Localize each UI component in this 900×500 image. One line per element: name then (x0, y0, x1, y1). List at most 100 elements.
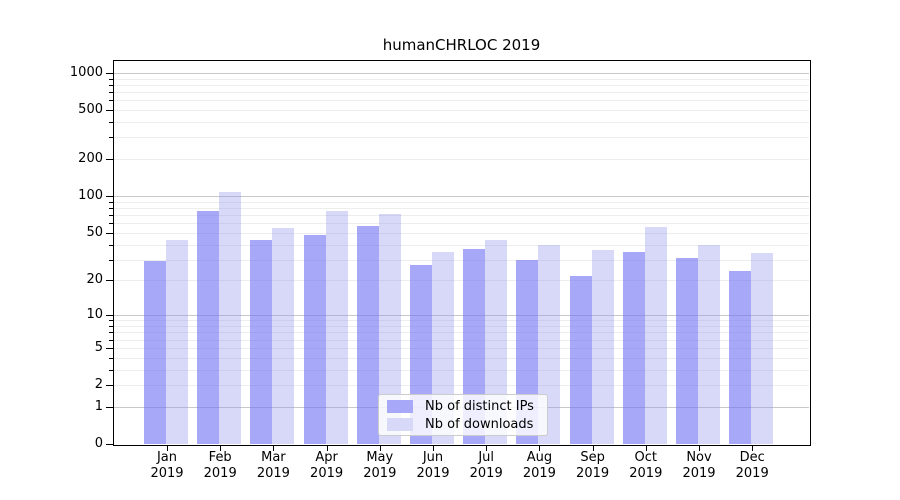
y-minortick-60 (109, 223, 113, 225)
gridline-minor-2 (114, 385, 809, 386)
bar-distinct-ips-may (356, 225, 379, 444)
gridline-major-1000 (114, 72, 809, 74)
y-minortick-900 (109, 78, 113, 80)
y-minortick-20 (109, 280, 113, 282)
legend-swatch-downloads (387, 417, 413, 431)
gridline-minor-700 (114, 92, 809, 93)
x-tick-label-apr: Apr 2019 (310, 450, 344, 481)
gridline-minor-20 (114, 280, 809, 282)
y-minortick-5 (109, 347, 113, 349)
y-tick-label-2: 2 (94, 377, 103, 392)
bar-downloads-nov (698, 244, 720, 444)
y-minortick-40 (109, 244, 113, 246)
gridline-minor-30 (114, 259, 809, 261)
y-minortick-80 (109, 207, 113, 209)
y-tick-1000 (106, 72, 113, 74)
legend-item-distinct-ips: Nb of distinct IPs (379, 397, 547, 415)
gridline-minor-60 (114, 223, 809, 225)
y-minortick-300 (109, 137, 113, 139)
gridline-minor-90 (114, 201, 809, 203)
y-minortick-2 (109, 385, 113, 386)
y-minortick-700 (109, 92, 113, 93)
gridline-minor-7 (114, 332, 809, 334)
bar-distinct-ips-nov (676, 257, 698, 444)
bar-downloads-dec (751, 253, 774, 444)
y-minortick-400 (109, 122, 113, 123)
x-tick-jul (486, 445, 488, 451)
gridline-minor-50 (114, 232, 809, 234)
legend-swatch-distinct-ips (387, 399, 413, 413)
gridline-minor-900 (114, 78, 809, 80)
y-tick-label-100: 100 (78, 188, 103, 204)
gridline-minor-8 (114, 326, 809, 327)
y-minortick-200 (109, 159, 113, 161)
gridline-minor-4 (114, 357, 809, 359)
y-minortick-4 (109, 357, 113, 359)
gridline-minor-400 (114, 122, 809, 123)
bar-downloads-may (378, 214, 401, 444)
gridline-minor-40 (114, 244, 809, 246)
y-minortick-6 (109, 339, 113, 341)
gridline-minor-600 (114, 100, 809, 102)
bar-distinct-ips-apr (303, 234, 326, 444)
gridline-minor-80 (114, 207, 809, 209)
bar-distinct-ips-sep (569, 275, 592, 444)
y-minortick-7 (109, 332, 113, 334)
x-tick-feb (220, 445, 222, 451)
gridline-major-100 (114, 196, 809, 198)
x-tick-jan (167, 445, 168, 451)
bar-distinct-ips-jan (144, 261, 166, 444)
legend: Nb of distinct IPs Nb of downloads (378, 394, 548, 436)
legend-label-downloads: Nb of downloads (425, 416, 534, 432)
legend-label-distinct-ips: Nb of distinct IPs (425, 398, 534, 414)
bar-downloads-jan (166, 239, 188, 444)
y-tick-label-20: 20 (86, 272, 103, 288)
x-tick-label-nov: Nov 2019 (682, 450, 716, 481)
x-tick-jun (433, 445, 434, 451)
x-tick-apr (326, 445, 328, 451)
bar-distinct-ips-dec (729, 271, 752, 444)
x-tick-label-aug: Aug 2019 (522, 450, 556, 481)
y-minortick-50 (109, 232, 113, 234)
x-tick-label-sep: Sep 2019 (576, 450, 610, 481)
y-tick-10 (106, 315, 113, 317)
bar-distinct-ips-mar (250, 239, 273, 444)
x-tick-sep (592, 445, 594, 451)
bar-downloads-jul (485, 239, 508, 444)
y-tick-label-5: 5 (94, 339, 103, 355)
x-tick-label-jul: Jul 2019 (469, 450, 503, 481)
x-tick-label-dec: Dec 2019 (735, 450, 769, 481)
y-minortick-90 (109, 201, 113, 203)
y-tick-label-1: 1 (94, 398, 103, 414)
y-minortick-70 (109, 215, 113, 216)
y-minortick-800 (109, 84, 113, 86)
y-tick-label-200: 200 (78, 151, 103, 167)
legend-item-downloads: Nb of downloads (379, 415, 547, 433)
gridline-minor-3 (114, 369, 809, 371)
gridline-minor-800 (114, 84, 809, 86)
gridline-minor-200 (114, 159, 809, 161)
y-tick-label-1000: 1000 (69, 64, 103, 80)
x-tick-aug (539, 445, 541, 451)
y-minortick-8 (109, 326, 113, 327)
y-tick-label-500: 500 (78, 102, 103, 117)
x-tick-label-feb: Feb 2019 (203, 450, 237, 481)
y-tick-label-10: 10 (86, 307, 103, 323)
gridline-minor-6 (114, 339, 809, 341)
bar-distinct-ips-feb (197, 210, 220, 444)
gridline-minor-9 (114, 320, 809, 322)
y-minortick-500 (109, 110, 113, 111)
x-tick-oct (645, 445, 647, 451)
x-tick-nov (699, 445, 700, 451)
gridline-minor-70 (114, 215, 809, 216)
y-tick-label-0: 0 (94, 436, 103, 451)
gridline-major-10 (114, 315, 809, 317)
gridline-minor-5 (114, 347, 809, 349)
bar-downloads-apr (325, 211, 348, 444)
x-tick-label-mar: Mar 2019 (256, 450, 290, 481)
x-tick-label-jun: Jun 2019 (416, 450, 450, 481)
y-tick-0 (106, 444, 113, 445)
bar-downloads-mar (272, 227, 295, 444)
x-tick-label-oct: Oct 2019 (629, 450, 663, 481)
